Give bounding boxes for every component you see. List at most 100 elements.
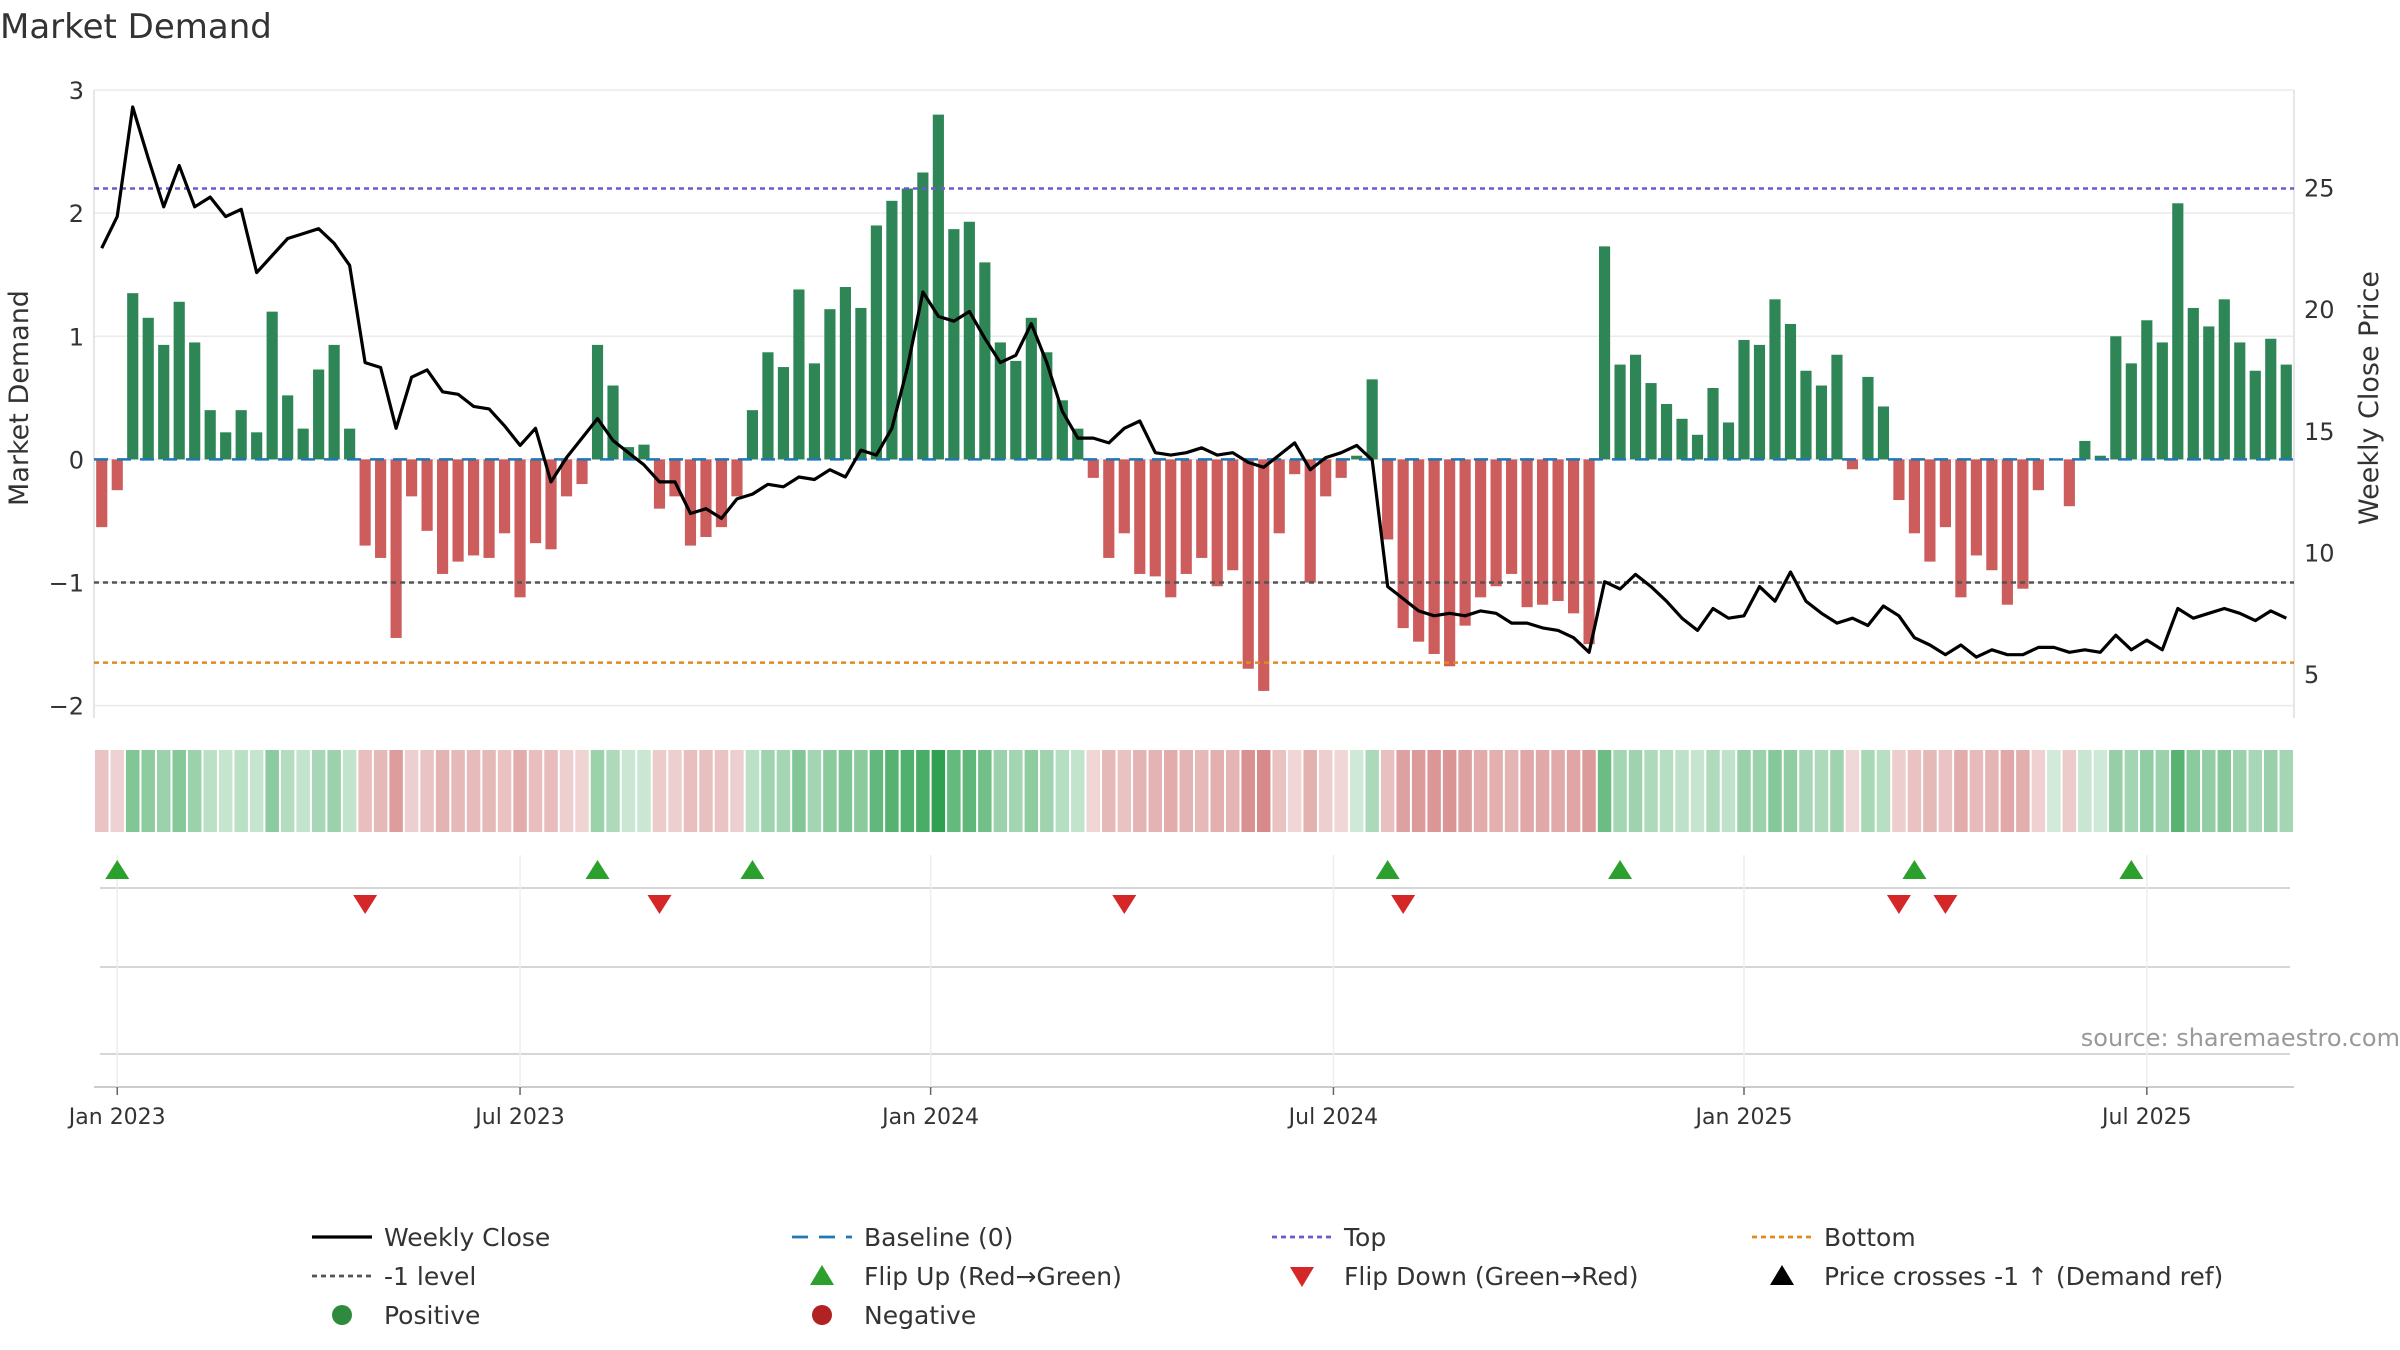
flip-up-marker — [2119, 860, 2144, 879]
heat-cell — [187, 750, 202, 832]
heat-cell — [420, 750, 434, 832]
negative-demand-bar — [1118, 459, 1130, 534]
legend-label: Flip Down (Green→Red) — [1344, 1262, 1639, 1291]
heat-cell — [1752, 750, 1767, 832]
heat-cell — [1195, 750, 1209, 832]
heat-cell — [1411, 750, 1426, 832]
negative-demand-bar — [1893, 459, 1905, 501]
chart-title: Market Demand — [0, 7, 272, 47]
heat-cell — [451, 750, 465, 832]
legend-label: Negative — [864, 1301, 976, 1330]
heat-cell — [1644, 750, 1658, 832]
heat-cell — [761, 750, 775, 832]
positive-demand-bar — [2249, 370, 2261, 460]
positive-demand-bar — [1738, 339, 1750, 460]
heat-cell — [1148, 750, 1163, 832]
heat-cell — [2109, 750, 2123, 832]
negative-demand-bar — [468, 459, 480, 556]
positive-demand-bar — [1660, 404, 1673, 460]
positive-demand-bar — [1614, 364, 1626, 460]
negative-demand-bar — [1196, 459, 1208, 558]
heat-cell — [2155, 750, 2170, 832]
legend-item: Weekly Close — [312, 1223, 550, 1252]
negative-demand-bar — [2063, 459, 2075, 507]
positive-demand-bar — [158, 344, 170, 460]
positive-demand-bar — [932, 114, 944, 460]
heat-cell — [544, 750, 558, 832]
negative-demand-bar — [1506, 459, 1518, 574]
legend-item: Bottom — [1752, 1223, 1916, 1252]
heat-cell — [1071, 750, 1085, 832]
legend-label: Positive — [384, 1301, 480, 1330]
heat-cell — [327, 750, 341, 832]
negative-demand-bar — [1320, 459, 1332, 497]
positive-demand-bar — [886, 200, 898, 460]
heat-cell — [1210, 750, 1224, 832]
flip-up-marker — [105, 860, 130, 879]
heat-cell — [2186, 750, 2201, 832]
positive-demand-bar — [220, 432, 232, 460]
heat-cell — [1690, 750, 1705, 832]
negative-demand-bar — [1149, 459, 1161, 577]
negative-demand-bar — [1475, 459, 1487, 598]
positive-demand-bar — [127, 293, 139, 460]
positive-demand-bar — [2141, 320, 2153, 460]
heat-cell — [1799, 750, 1813, 832]
legend-label: -1 level — [384, 1262, 476, 1291]
positive-demand-bar — [1598, 246, 1611, 460]
heat-cell — [466, 750, 481, 832]
heat-cell — [2248, 750, 2263, 832]
heat-cell — [1040, 750, 1054, 832]
negative-demand-bar — [1970, 459, 1982, 556]
positive-demand-bar — [746, 410, 759, 460]
heat-cell — [1985, 750, 1999, 832]
positive-demand-bar — [777, 367, 790, 460]
negative-demand-bar — [1382, 459, 1394, 540]
heat-cell — [668, 750, 682, 832]
negative-demand-bar — [684, 459, 697, 546]
positive-demand-bar — [2110, 336, 2122, 460]
heat-cell — [637, 750, 651, 832]
heat-cell — [234, 750, 248, 832]
negative-demand-bar — [96, 459, 108, 528]
heat-cell — [652, 750, 667, 832]
flip-up-marker — [1375, 860, 1400, 879]
y2-tick-label: 5 — [2304, 661, 2319, 689]
heat-cell — [280, 750, 295, 832]
negative-demand-bar — [1273, 459, 1285, 534]
flip-up-marker — [740, 860, 765, 879]
negative-demand-bar — [452, 459, 464, 562]
negative-demand-bar — [576, 459, 588, 485]
heat-cell — [1458, 750, 1472, 832]
heat-cell — [2000, 750, 2015, 832]
heat-cell — [110, 750, 124, 832]
positive-demand-bar — [2265, 338, 2277, 460]
negative-demand-bar — [2001, 459, 2013, 605]
y-tick-label: 0 — [69, 446, 84, 474]
legend: Weekly Close Baseline (0) Top Bottom -1 leve… — [312, 1223, 2223, 1330]
y-tick-label: 1 — [69, 323, 84, 351]
positive-demand-bar — [1800, 370, 1812, 460]
negative-demand-bar — [529, 459, 542, 544]
negative-demand-bar — [545, 459, 557, 550]
negative-demand-bar — [483, 459, 495, 558]
flip-up-marker — [585, 860, 610, 879]
negative-demand-bar — [421, 459, 433, 531]
heat-cell — [1520, 750, 1534, 832]
negative-demand-bar — [1397, 459, 1409, 629]
heat-cell — [265, 750, 279, 832]
negative-demand-bar — [2017, 459, 2029, 589]
heat-cell — [1225, 750, 1240, 832]
negative-demand-bar — [1211, 459, 1223, 587]
negative-demand-bar — [1289, 459, 1301, 475]
x-tick-label: Jul 2025 — [2100, 1105, 2192, 1130]
heat-cell — [141, 750, 155, 832]
heat-cell — [559, 750, 574, 832]
x-tick-label: Jul 2023 — [473, 1105, 565, 1130]
positive-demand-bar — [870, 225, 882, 460]
heat-cell — [1396, 750, 1410, 832]
negative-demand-bar — [1568, 459, 1580, 614]
positive-demand-bar — [839, 287, 851, 460]
heat-cell — [482, 750, 496, 832]
